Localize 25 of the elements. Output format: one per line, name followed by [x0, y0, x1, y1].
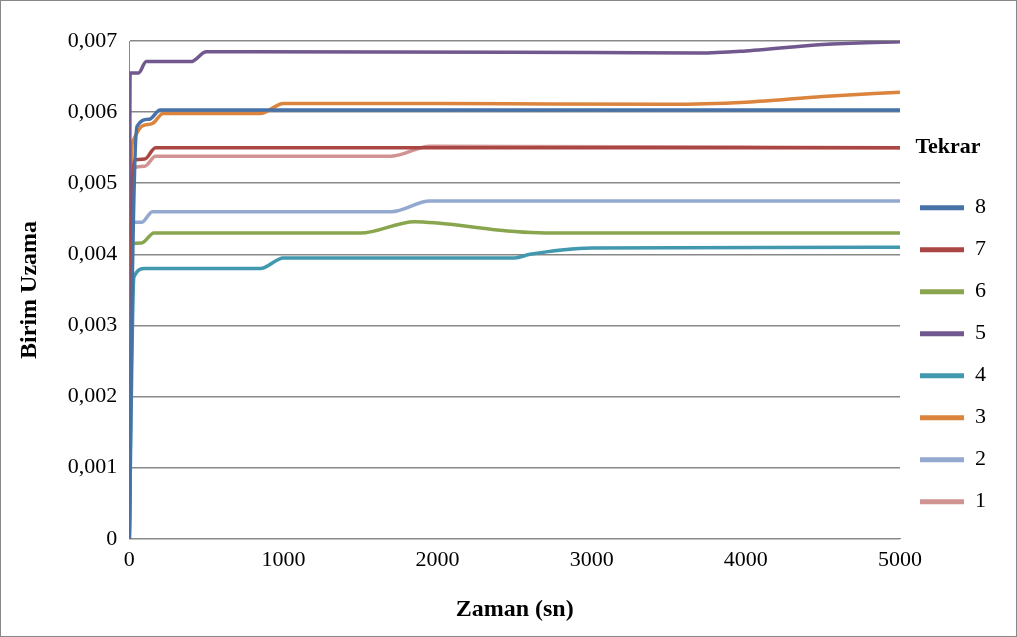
y-tick-label: 0,001: [67, 453, 118, 479]
legend-title: Tekrar: [915, 132, 981, 158]
x-tick-label: 4000: [723, 545, 768, 571]
y-tick-label: 0,007: [67, 26, 118, 52]
y-tick-label: 0: [106, 524, 118, 550]
x-tick-label: 5000: [878, 545, 922, 571]
legend-label: 3: [975, 403, 986, 429]
legend-label: 8: [975, 193, 986, 219]
y-tick-label: 0,006: [67, 97, 118, 123]
legend-label: 7: [975, 235, 986, 261]
y-axis-title: Birim Uzama: [14, 220, 41, 359]
y-tick-label: 0,004: [67, 240, 118, 266]
y-tick-label: 0,003: [67, 311, 118, 337]
y-tick-label: 0,005: [67, 169, 118, 195]
x-tick-label: 0: [123, 545, 135, 571]
y-tick-label: 0,002: [67, 382, 118, 408]
legend-label: 2: [975, 445, 986, 471]
legend-label: 5: [975, 319, 986, 345]
legend-label: 1: [975, 487, 986, 513]
legend-label: 4: [975, 361, 986, 387]
x-tick-label: 2000: [415, 545, 460, 571]
legend-label: 6: [975, 277, 986, 303]
x-tick-label: 1000: [261, 545, 306, 571]
x-axis-title: Zaman (sn): [455, 594, 574, 621]
x-tick-label: 3000: [569, 545, 614, 571]
